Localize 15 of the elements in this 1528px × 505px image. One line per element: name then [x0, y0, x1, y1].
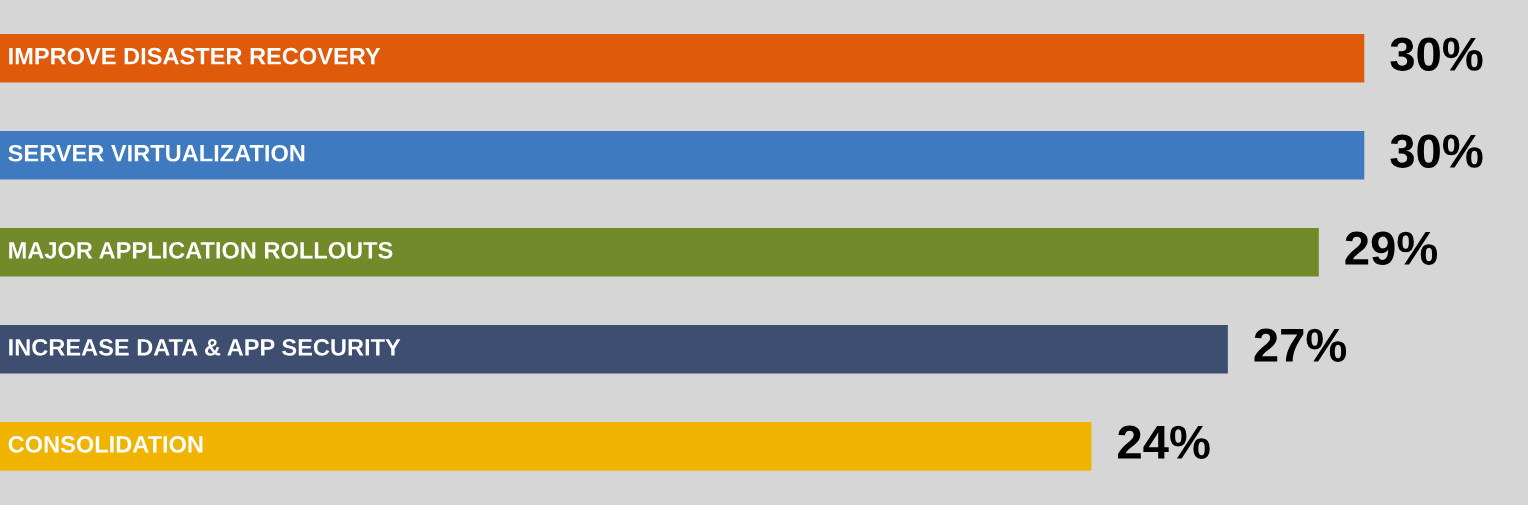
bar [0, 422, 1092, 471]
y-tick-label: MAJOR APPLICATION ROLLOUTS [9, 241, 393, 259]
data-label: 29% [1345, 231, 1438, 265]
y-tick-label: SERVER VIRTUALIZATION [8, 144, 305, 162]
y-tick-label: IMPROVE DISASTER RECOVERY [9, 47, 381, 65]
y-tick-label: INCREASE DATA & APP SECURITY [9, 338, 401, 356]
data-label: 30% [1390, 37, 1483, 71]
data-label: 30% [1390, 134, 1483, 169]
bar [0, 33, 1365, 83]
data-label: 24% [1118, 425, 1210, 459]
data-label: 27% [1254, 328, 1347, 362]
bar [0, 325, 1228, 374]
y-tick-label: CONSOLIDATION [8, 436, 203, 453]
bar [0, 228, 1319, 277]
bar [0, 131, 1365, 180]
